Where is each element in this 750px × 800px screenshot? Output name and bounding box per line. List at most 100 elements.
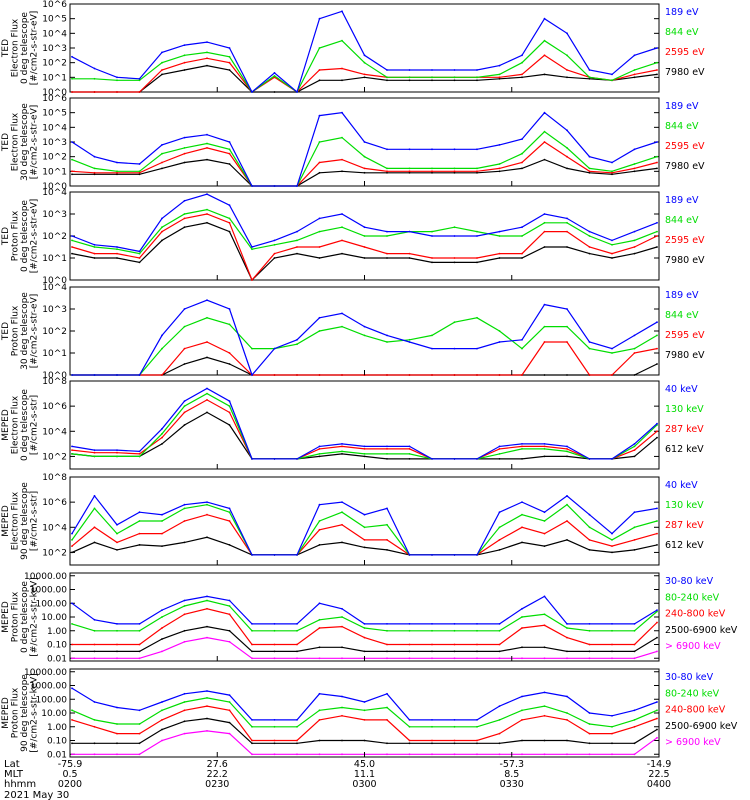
- data-point: [431, 374, 433, 376]
- data-point: [206, 193, 208, 196]
- data-point: [431, 76, 433, 79]
- data-point: [318, 47, 321, 49]
- data-point: [498, 549, 501, 551]
- data-point: [386, 79, 388, 82]
- data-point: [183, 599, 186, 602]
- data-point: [566, 753, 568, 756]
- data-point: [228, 400, 231, 402]
- data-point: [116, 170, 118, 173]
- y-axis-label-line: MEPED: [1, 601, 11, 633]
- data-point: [273, 185, 276, 187]
- data-point: [228, 230, 231, 233]
- data-point: [476, 554, 478, 556]
- data-point: [386, 257, 388, 259]
- data-point: [431, 623, 433, 625]
- data-point: [161, 374, 163, 376]
- data-point: [498, 64, 501, 67]
- data-point: [341, 453, 343, 455]
- data-point: [183, 405, 186, 407]
- data-point: [71, 687, 73, 690]
- data-point: [611, 657, 613, 660]
- data-point: [341, 739, 343, 742]
- data-point: [363, 650, 366, 653]
- data-point: [408, 448, 411, 450]
- data-point: [93, 246, 96, 248]
- y-tick-label: 10^1: [42, 73, 67, 83]
- y-tick-label: 10^8: [42, 377, 67, 387]
- data-point: [521, 753, 523, 756]
- data-point: [566, 539, 568, 541]
- data-point: [566, 450, 568, 453]
- data-point: [633, 549, 636, 551]
- legend-entry: 40 keV: [665, 384, 698, 395]
- y-tick-label: 10000.00: [24, 572, 67, 582]
- data-point: [161, 650, 163, 653]
- data-point: [633, 170, 636, 173]
- y-tick-label: 10.00: [41, 613, 67, 623]
- data-point: [386, 523, 388, 526]
- data-point: [161, 443, 163, 445]
- data-point: [93, 719, 96, 721]
- data-point: [93, 77, 96, 80]
- data-point: [206, 147, 208, 149]
- data-point: [386, 76, 388, 79]
- data-point: [543, 73, 546, 76]
- legend-entry: 7980 eV: [665, 350, 705, 361]
- data-point: [318, 719, 321, 721]
- data-point: [71, 445, 73, 448]
- data-point: [476, 623, 478, 625]
- data-point: [453, 719, 456, 721]
- data-point: [543, 613, 546, 616]
- data-point: [206, 513, 208, 516]
- data-point: [611, 173, 613, 176]
- data-point: [138, 374, 141, 376]
- data-point: [183, 411, 186, 414]
- data-point: [341, 252, 343, 255]
- data-point: [341, 523, 343, 526]
- data-point: [341, 753, 343, 756]
- data-point: [206, 607, 208, 610]
- y-tick-label: 10^0: [42, 371, 67, 381]
- data-point: [588, 374, 591, 376]
- data-point: [93, 526, 96, 529]
- data-point: [116, 650, 118, 653]
- data-point: [498, 448, 501, 450]
- data-point: [138, 629, 141, 632]
- data-point: [543, 532, 546, 535]
- data-point: [566, 76, 568, 79]
- data-point: [206, 213, 208, 215]
- data-point: [453, 739, 456, 742]
- data-point: [341, 79, 343, 82]
- data-point: [408, 719, 411, 721]
- data-point: [183, 732, 186, 735]
- y-tick-label: 10.00: [41, 709, 67, 719]
- legend-entry: 189 eV: [665, 7, 699, 18]
- data-point: [183, 424, 186, 426]
- data-point: [476, 69, 478, 71]
- data-point: [318, 171, 321, 174]
- data-point: [566, 445, 568, 448]
- data-point: [116, 753, 118, 756]
- data-point: [318, 692, 321, 695]
- data-point: [498, 76, 501, 79]
- data-point: [611, 742, 613, 745]
- data-point: [588, 246, 591, 248]
- data-point: [588, 235, 591, 237]
- data-point: [296, 554, 298, 556]
- data-point: [386, 706, 388, 709]
- data-point: [273, 657, 276, 660]
- legend-entry: 7980 eV: [665, 161, 705, 172]
- data-point: [161, 432, 163, 435]
- data-point: [588, 657, 591, 660]
- data-point: [408, 742, 411, 745]
- data-point: [498, 163, 501, 165]
- data-point: [566, 503, 568, 506]
- data-point: [183, 640, 186, 643]
- data-point: [386, 170, 388, 173]
- data-point: [341, 374, 343, 376]
- data-point: [521, 695, 523, 698]
- y-tick-label: 10^4: [42, 523, 67, 533]
- y-tick-label: 10^5: [42, 109, 67, 119]
- data-point: [138, 455, 141, 458]
- y-axis-label-line: 0 deg telescope: [20, 12, 30, 84]
